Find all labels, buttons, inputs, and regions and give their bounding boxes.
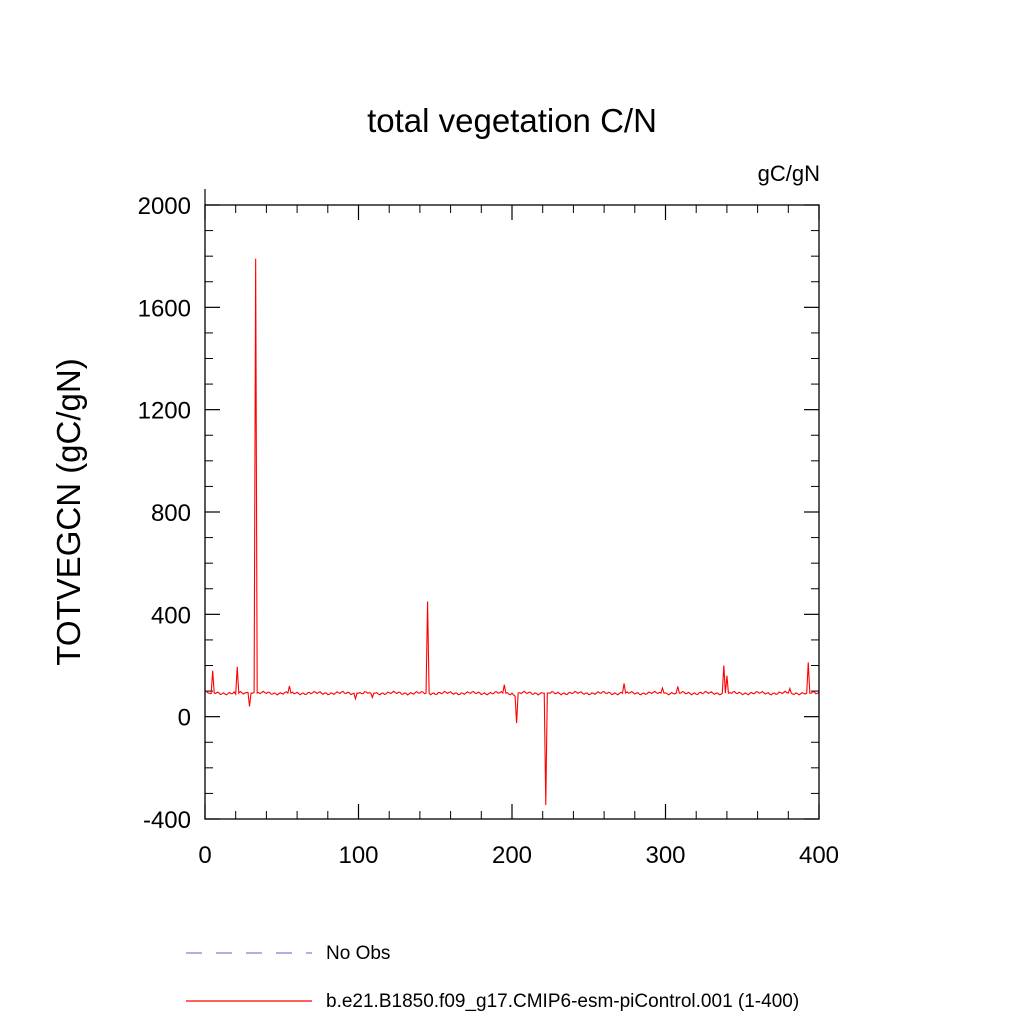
y-tick-label: 800 [151,500,191,527]
y-tick-label: 2000 [138,193,191,220]
legend-label-model: b.e21.B1850.f09_g17.CMIP6-esm-piControl.… [326,991,799,1012]
x-tick-label: 0 [198,842,211,869]
x-tick-label: 100 [338,842,378,869]
units-label: gC/gN [758,161,820,186]
x-tick-label: 400 [799,842,839,869]
y-tick-label: 0 [178,705,191,732]
legend: No Obs b.e21.B1850.f09_g17.CMIP6-esm-piCo… [186,943,799,1012]
series-layer [206,258,820,805]
x-tick-label: 300 [645,842,685,869]
y-tick-label: 1200 [138,398,191,425]
y-axis-label: TOTVEGCN (gC/gN) [50,358,87,665]
x-tick-label: 200 [492,842,532,869]
y-tick-label: 1600 [138,295,191,322]
plot-frame [204,204,820,820]
y-tick-label: -400 [143,807,191,834]
legend-label-no-obs: No Obs [326,943,390,964]
y-tick-label: 400 [151,602,191,629]
series-line-model [206,258,820,805]
chart-title: total vegetation C/N [367,102,657,139]
ticks-layer: 0 100 200 300 400 -400 0 400 800 1200 1600 2000 [138,189,839,869]
